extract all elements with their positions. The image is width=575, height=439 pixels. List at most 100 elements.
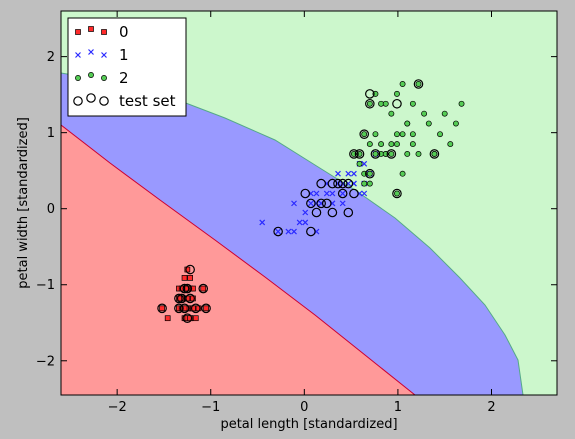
legend-marker-0-1 <box>88 26 94 32</box>
point-series-3-19 <box>327 207 338 218</box>
point-series-3-14 <box>300 188 311 199</box>
point-series-3-1 <box>179 283 190 294</box>
point-series-0-32 <box>176 295 182 302</box>
point-series-3-15 <box>306 198 316 209</box>
x-tick-label-3: 1 <box>394 400 402 415</box>
point-series-3-8 <box>201 303 211 314</box>
point-series-0-12 <box>190 295 196 302</box>
point-series-3-6 <box>182 313 193 323</box>
point-series-2-10 <box>421 110 428 117</box>
point-series-0-16 <box>184 285 191 292</box>
point-series-2-31 <box>372 151 379 157</box>
point-series-2-9 <box>415 81 422 87</box>
point-series-1-30 <box>329 190 336 197</box>
point-series-1-21 <box>335 170 341 177</box>
point-series-3-26 <box>327 178 338 189</box>
point-series-2-5 <box>394 90 400 97</box>
point-series-1-9 <box>323 190 330 197</box>
point-series-3-36 <box>413 79 424 89</box>
legend-marker-2-1 <box>88 72 94 78</box>
plot-frame <box>60 10 558 396</box>
point-series-0-25 <box>200 285 207 292</box>
point-series-3-18 <box>321 198 332 209</box>
point-series-2-36 <box>399 170 406 177</box>
point-series-3-13 <box>273 226 283 237</box>
point-series-2-35 <box>394 131 400 138</box>
y-tick-label-4: 2 <box>47 50 55 65</box>
point-series-1-25 <box>339 200 346 207</box>
point-series-2-0 <box>366 100 373 107</box>
point-series-2-26 <box>404 120 411 127</box>
y-axis-label: petal width [standardized] <box>16 117 31 289</box>
point-series-2-24 <box>394 141 400 148</box>
x-tick-label-2: 0 <box>300 400 308 415</box>
data-points <box>157 79 465 323</box>
point-series-2-38 <box>409 141 416 148</box>
point-series-3-30 <box>354 149 365 159</box>
legend-label-2: 2 <box>119 69 129 87</box>
point-series-3-31 <box>359 129 370 139</box>
legend-marker-3-2 <box>99 96 109 106</box>
point-series-2-11 <box>425 120 432 127</box>
point-series-0-29 <box>184 295 191 302</box>
y-tick-label-0: −2 <box>36 354 55 369</box>
point-series-0-7 <box>195 305 202 312</box>
point-series-2-19 <box>366 141 373 148</box>
legend-label-1: 1 <box>119 46 129 64</box>
point-series-2-43 <box>366 180 373 187</box>
point-series-3-25 <box>316 198 326 209</box>
point-series-2-4 <box>388 110 395 117</box>
point-series-1-16 <box>361 190 368 197</box>
legend-marker-3-0 <box>73 96 83 106</box>
point-series-2-23 <box>388 151 395 157</box>
point-series-2-45 <box>394 190 400 197</box>
point-series-3-20 <box>333 178 343 189</box>
point-series-1-35 <box>302 209 309 216</box>
y-tick-label-3: 1 <box>47 126 55 141</box>
legend-marker-0-2 <box>101 29 107 35</box>
legend-label-test-set: test set <box>119 92 176 110</box>
point-series-3-5 <box>179 303 190 314</box>
boundary-0-1 <box>61 124 416 395</box>
point-series-2-30 <box>366 170 373 177</box>
point-series-1-13 <box>345 170 352 177</box>
point-series-2-16 <box>452 120 459 127</box>
point-series-3-28 <box>343 207 354 218</box>
point-series-2-21 <box>378 141 385 148</box>
x-tick-label-0: −2 <box>108 400 127 415</box>
point-series-1-1 <box>275 228 282 235</box>
point-series-2-8 <box>409 100 416 107</box>
point-series-0-23 <box>164 315 171 322</box>
point-series-0-28 <box>187 275 193 281</box>
point-series-3-32 <box>349 149 359 159</box>
point-series-3-10 <box>190 303 201 314</box>
point-series-3-16 <box>311 207 322 218</box>
point-series-2-14 <box>441 110 448 117</box>
point-series-3-27 <box>337 178 348 189</box>
point-series-3-0 <box>185 264 195 275</box>
point-series-3-21 <box>337 188 348 199</box>
point-series-3-12 <box>176 293 187 304</box>
legend-marker-1-0 <box>75 52 81 58</box>
point-series-1-12 <box>339 190 346 197</box>
y-tick-label-1: −1 <box>36 278 55 293</box>
legend-marker-1-2 <box>101 52 107 58</box>
point-series-1-3 <box>291 200 297 207</box>
point-series-2-6 <box>399 81 406 87</box>
point-series-3-24 <box>306 226 316 237</box>
point-series-3-22 <box>343 178 354 189</box>
point-series-3-11 <box>182 283 193 294</box>
point-series-3-37 <box>386 149 397 159</box>
point-series-3-35 <box>392 98 402 109</box>
x-tick-label-1: −1 <box>201 400 220 415</box>
point-series-1-34 <box>291 228 297 235</box>
point-series-2-44 <box>431 151 438 157</box>
legend-label-0: 0 <box>119 23 129 41</box>
point-series-0-30 <box>190 305 196 312</box>
x-tick-label-4: 2 <box>487 400 495 415</box>
point-series-2-25 <box>399 131 406 138</box>
point-series-0-27 <box>181 275 188 281</box>
point-series-1-0 <box>259 219 266 226</box>
point-series-2-20 <box>372 131 379 138</box>
